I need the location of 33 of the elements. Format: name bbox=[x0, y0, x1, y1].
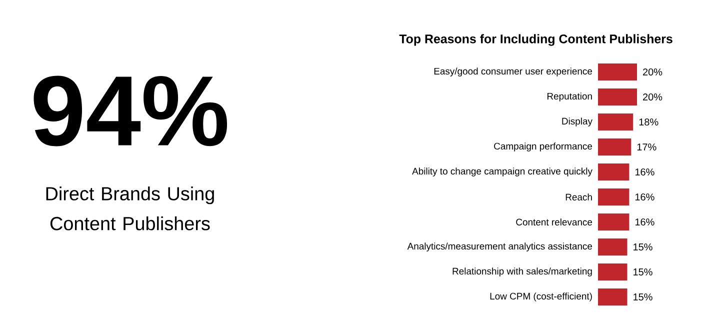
bar bbox=[598, 264, 628, 281]
data-label: 17% bbox=[637, 144, 656, 150]
data-label: 20% bbox=[643, 93, 662, 101]
bar bbox=[598, 114, 634, 131]
bar bbox=[598, 188, 630, 206]
y-tick-label: Display bbox=[562, 118, 592, 126]
y-tick-label: Easy/good consumer user experience bbox=[434, 68, 592, 76]
data-label: 15% bbox=[634, 268, 652, 276]
y-tick-label: Campaign performance bbox=[494, 142, 592, 152]
data-label: 16% bbox=[635, 218, 654, 226]
bar bbox=[598, 214, 630, 231]
bar bbox=[598, 138, 632, 156]
bar bbox=[598, 64, 638, 81]
text: Direct Brands Using Content Publishers bbox=[46, 186, 214, 230]
bar bbox=[598, 88, 638, 106]
y-tick-label: Reach bbox=[566, 194, 592, 200]
y-tick-label: Reputation bbox=[547, 92, 592, 102]
y-tick-label: Low CPM (cost-efficient) bbox=[490, 292, 592, 302]
y-tick-label: Analytics/measurement analytics assistance bbox=[407, 242, 592, 252]
data-label: 16% bbox=[635, 168, 654, 176]
data-label: 18% bbox=[639, 118, 658, 126]
y-tick-label: Content relevance bbox=[516, 218, 592, 226]
y-tick-label: Ability to change campaign creative quickly bbox=[412, 168, 592, 176]
bar bbox=[598, 164, 630, 181]
data-label: 16% bbox=[635, 193, 654, 201]
y-tick-label: Relationship with sales/marketing bbox=[452, 268, 592, 276]
data-label: 15% bbox=[634, 243, 652, 251]
chart-title: Top Reasons for Including Content Publishers bbox=[399, 34, 672, 46]
text: 94% bbox=[34, 76, 228, 146]
data-label: 15% bbox=[634, 293, 652, 301]
bar bbox=[598, 238, 628, 256]
data-label: 20% bbox=[643, 68, 662, 76]
bar bbox=[598, 288, 628, 306]
